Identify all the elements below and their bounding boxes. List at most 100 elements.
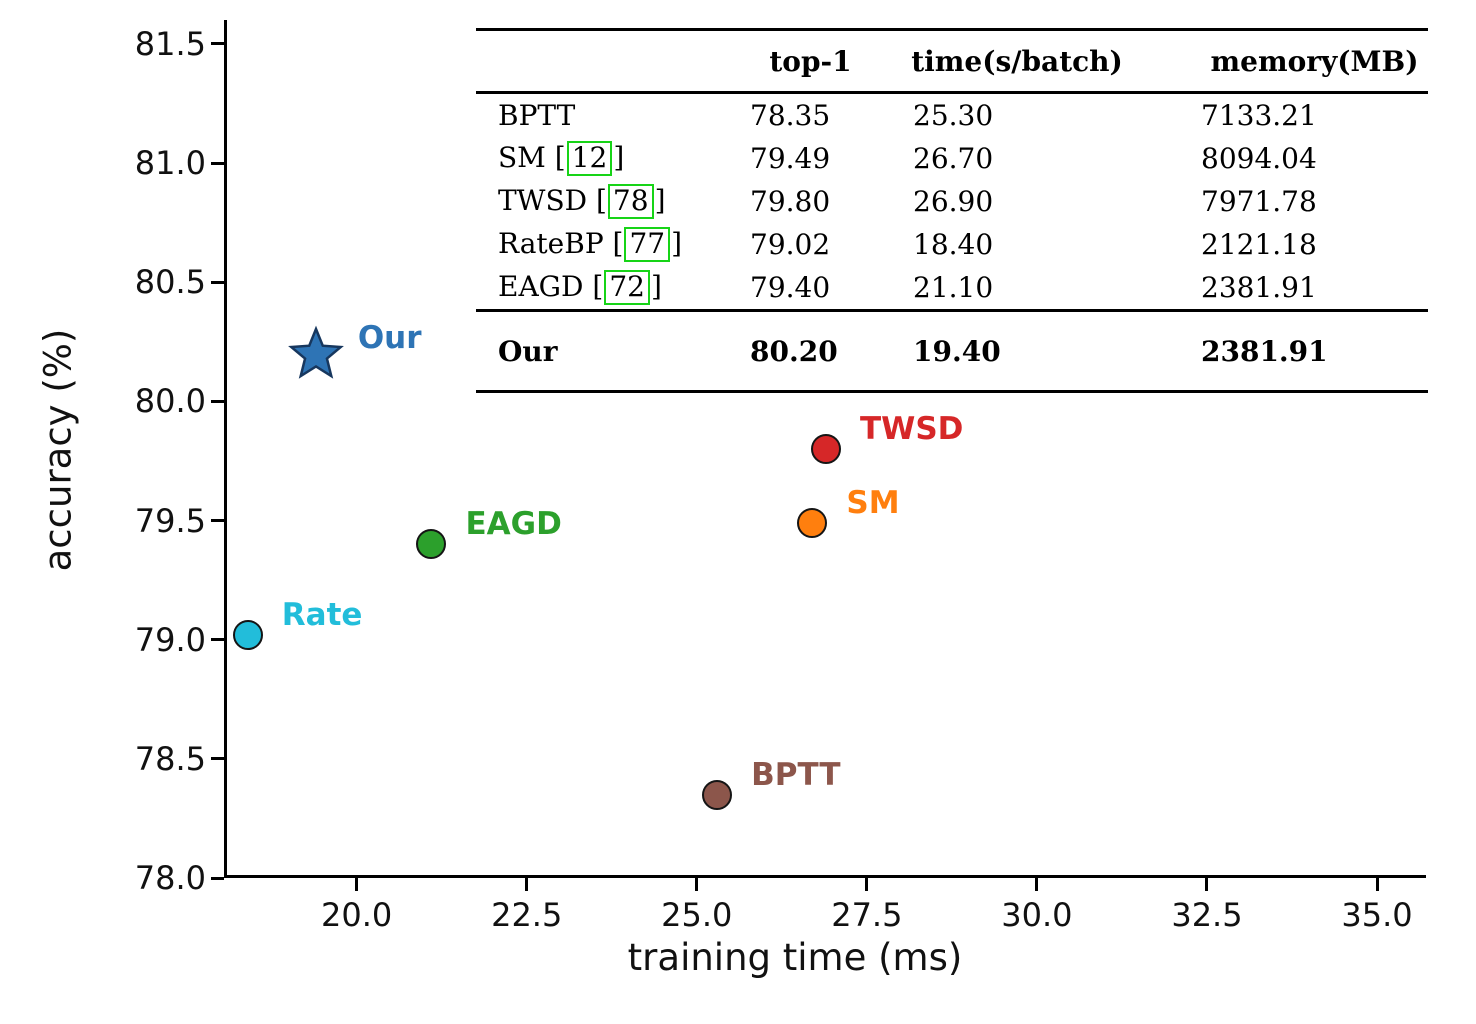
table-row-our: Our 80.20 19.40 2381.91 (476, 312, 1428, 390)
circle-marker-bptt (702, 779, 733, 810)
y-tick-mark (211, 161, 224, 165)
table-row-sm: SM [12] 79.49 26.70 8094.04 (476, 137, 1428, 180)
x-tick-label: 30.0 (1001, 896, 1073, 934)
y-tick-mark (211, 280, 224, 284)
table-cell-memory: 7133.21 (1201, 99, 1317, 132)
x-tick-label: 27.5 (831, 896, 903, 934)
y-tick-mark (211, 876, 224, 880)
table-cell-top1: 79.80 (750, 185, 831, 218)
table-cell-method: EAGD [72] (476, 266, 706, 309)
y-axis-spine (224, 20, 227, 878)
table-header-timesbatch: time(s/batch) (911, 44, 1123, 78)
y-tick-label: 81.5 (134, 24, 206, 63)
table-cell-method: TWSD [78] (476, 180, 706, 223)
y-tick-mark (211, 757, 224, 761)
table-cell-method: BPTT (476, 94, 706, 137)
y-tick-label: 78.0 (134, 859, 206, 897)
table-cell-top1: 80.20 (750, 334, 838, 368)
point-label-twsd: TWSD (860, 411, 964, 447)
table-header-row: top-1 time(s/batch) memory(MB) (476, 31, 1428, 91)
point-label-rate: Rate (281, 596, 363, 633)
table-rule-bottom (476, 390, 1428, 393)
table-cell-time: 18.40 (913, 228, 994, 261)
y-tick-mark (211, 42, 224, 46)
x-tick-mark (1375, 878, 1379, 891)
method-name: Our (498, 334, 558, 368)
x-tick-mark (355, 878, 359, 891)
table-cell-time: 19.40 (913, 334, 1001, 368)
x-tick-mark (1035, 878, 1039, 891)
table-cell-top1: 78.35 (750, 99, 831, 132)
table-rule-top (476, 28, 1428, 31)
x-tick-mark (525, 878, 529, 891)
table-cell-memory: 7971.78 (1201, 185, 1317, 218)
method-name: TWSD (498, 184, 588, 218)
y-tick-mark (211, 638, 224, 642)
table-cell-method: Our (476, 312, 706, 390)
y-tick-label: 81.0 (134, 144, 206, 182)
y-tick-label: 80.0 (134, 382, 206, 421)
table-cell-time: 26.70 (913, 142, 994, 175)
x-tick-label: 25.0 (661, 896, 733, 934)
circle-marker-twsd (811, 434, 842, 464)
table-row-twsd: TWSD [78] 79.80 26.90 7971.78 (476, 180, 1428, 223)
x-tick-mark (1205, 878, 1209, 891)
table-cell-time: 21.10 (913, 271, 994, 304)
table-cell-time: 25.30 (913, 99, 994, 132)
y-axis-label: accuracy (%) (36, 328, 80, 572)
citation-link-12[interactable]: 12 (566, 141, 613, 176)
table-cell-method: SM [12] (476, 137, 706, 180)
x-tick-label: 35.0 (1341, 896, 1413, 934)
y-tick-label: 80.5 (134, 263, 206, 302)
table-header-memorymb: memory(MB) (1210, 44, 1419, 78)
table-cell-memory: 2381.91 (1201, 334, 1328, 368)
x-tick-mark (695, 878, 699, 891)
method-label: TWSD [78] (498, 184, 666, 219)
method-name: EAGD (498, 270, 584, 304)
table-row-bptt: BPTT 78.35 25.30 7133.21 (476, 94, 1428, 137)
point-label-sm: SM (846, 484, 900, 521)
table-cell-method: RateBP [77] (476, 223, 706, 266)
x-tick-label: 32.5 (1171, 896, 1243, 934)
y-tick-mark (211, 519, 224, 522)
x-axis-spine (224, 875, 1426, 878)
method-label: Our (498, 335, 558, 368)
table-row-ratebp: RateBP [77] 79.02 18.40 2121.18 (476, 223, 1428, 266)
x-axis-label: training time (ms) (627, 936, 963, 979)
citation-link-72[interactable]: 72 (604, 270, 650, 305)
circle-marker-eagd (416, 529, 447, 560)
table-cell-memory: 8094.04 (1201, 142, 1317, 175)
table-cell-top1: 79.49 (750, 142, 831, 175)
method-label: SM [12] (498, 141, 625, 176)
citation-link-78[interactable]: 78 (607, 184, 654, 219)
star-marker-our (287, 325, 344, 379)
point-label-our: Our (357, 319, 422, 356)
method-name: BPTT (498, 99, 576, 132)
method-label: EAGD [72] (498, 270, 662, 305)
table-row-eagd: EAGD [72] 79.40 21.10 2381.91 (476, 266, 1428, 309)
table-body: BPTT 78.35 25.30 7133.21 SM [12] 79.49 26.70 80… (476, 94, 1428, 309)
y-tick-label: 78.5 (134, 739, 206, 778)
point-label-eagd: EAGD (465, 506, 562, 543)
circle-marker-rate (232, 619, 263, 650)
x-tick-label: 20.0 (321, 896, 393, 934)
table-cell-memory: 2121.18 (1201, 228, 1317, 261)
table-header-top-1: top-1 (769, 44, 852, 78)
table-cell-top1: 79.02 (750, 228, 831, 261)
results-table: top-1 time(s/batch) memory(MB) BPTT 78.35 25… (476, 28, 1428, 393)
method-name: SM (498, 141, 546, 175)
citation-link-77[interactable]: 77 (624, 227, 671, 262)
point-label-bptt: BPTT (751, 756, 841, 793)
table-cell-top1: 79.40 (750, 271, 831, 304)
method-name: RateBP (498, 227, 604, 261)
method-label: RateBP [77] (498, 227, 683, 262)
y-tick-mark (211, 399, 224, 403)
y-tick-label: 79.5 (134, 501, 206, 540)
table-cell-memory: 2381.91 (1201, 271, 1317, 304)
y-tick-label: 79.0 (134, 620, 206, 659)
method-label: BPTT (498, 99, 575, 132)
table-rule-below-header (476, 91, 1428, 94)
x-tick-label: 22.5 (491, 896, 563, 934)
circle-marker-sm (797, 507, 828, 538)
table-rule-mid (476, 309, 1428, 312)
